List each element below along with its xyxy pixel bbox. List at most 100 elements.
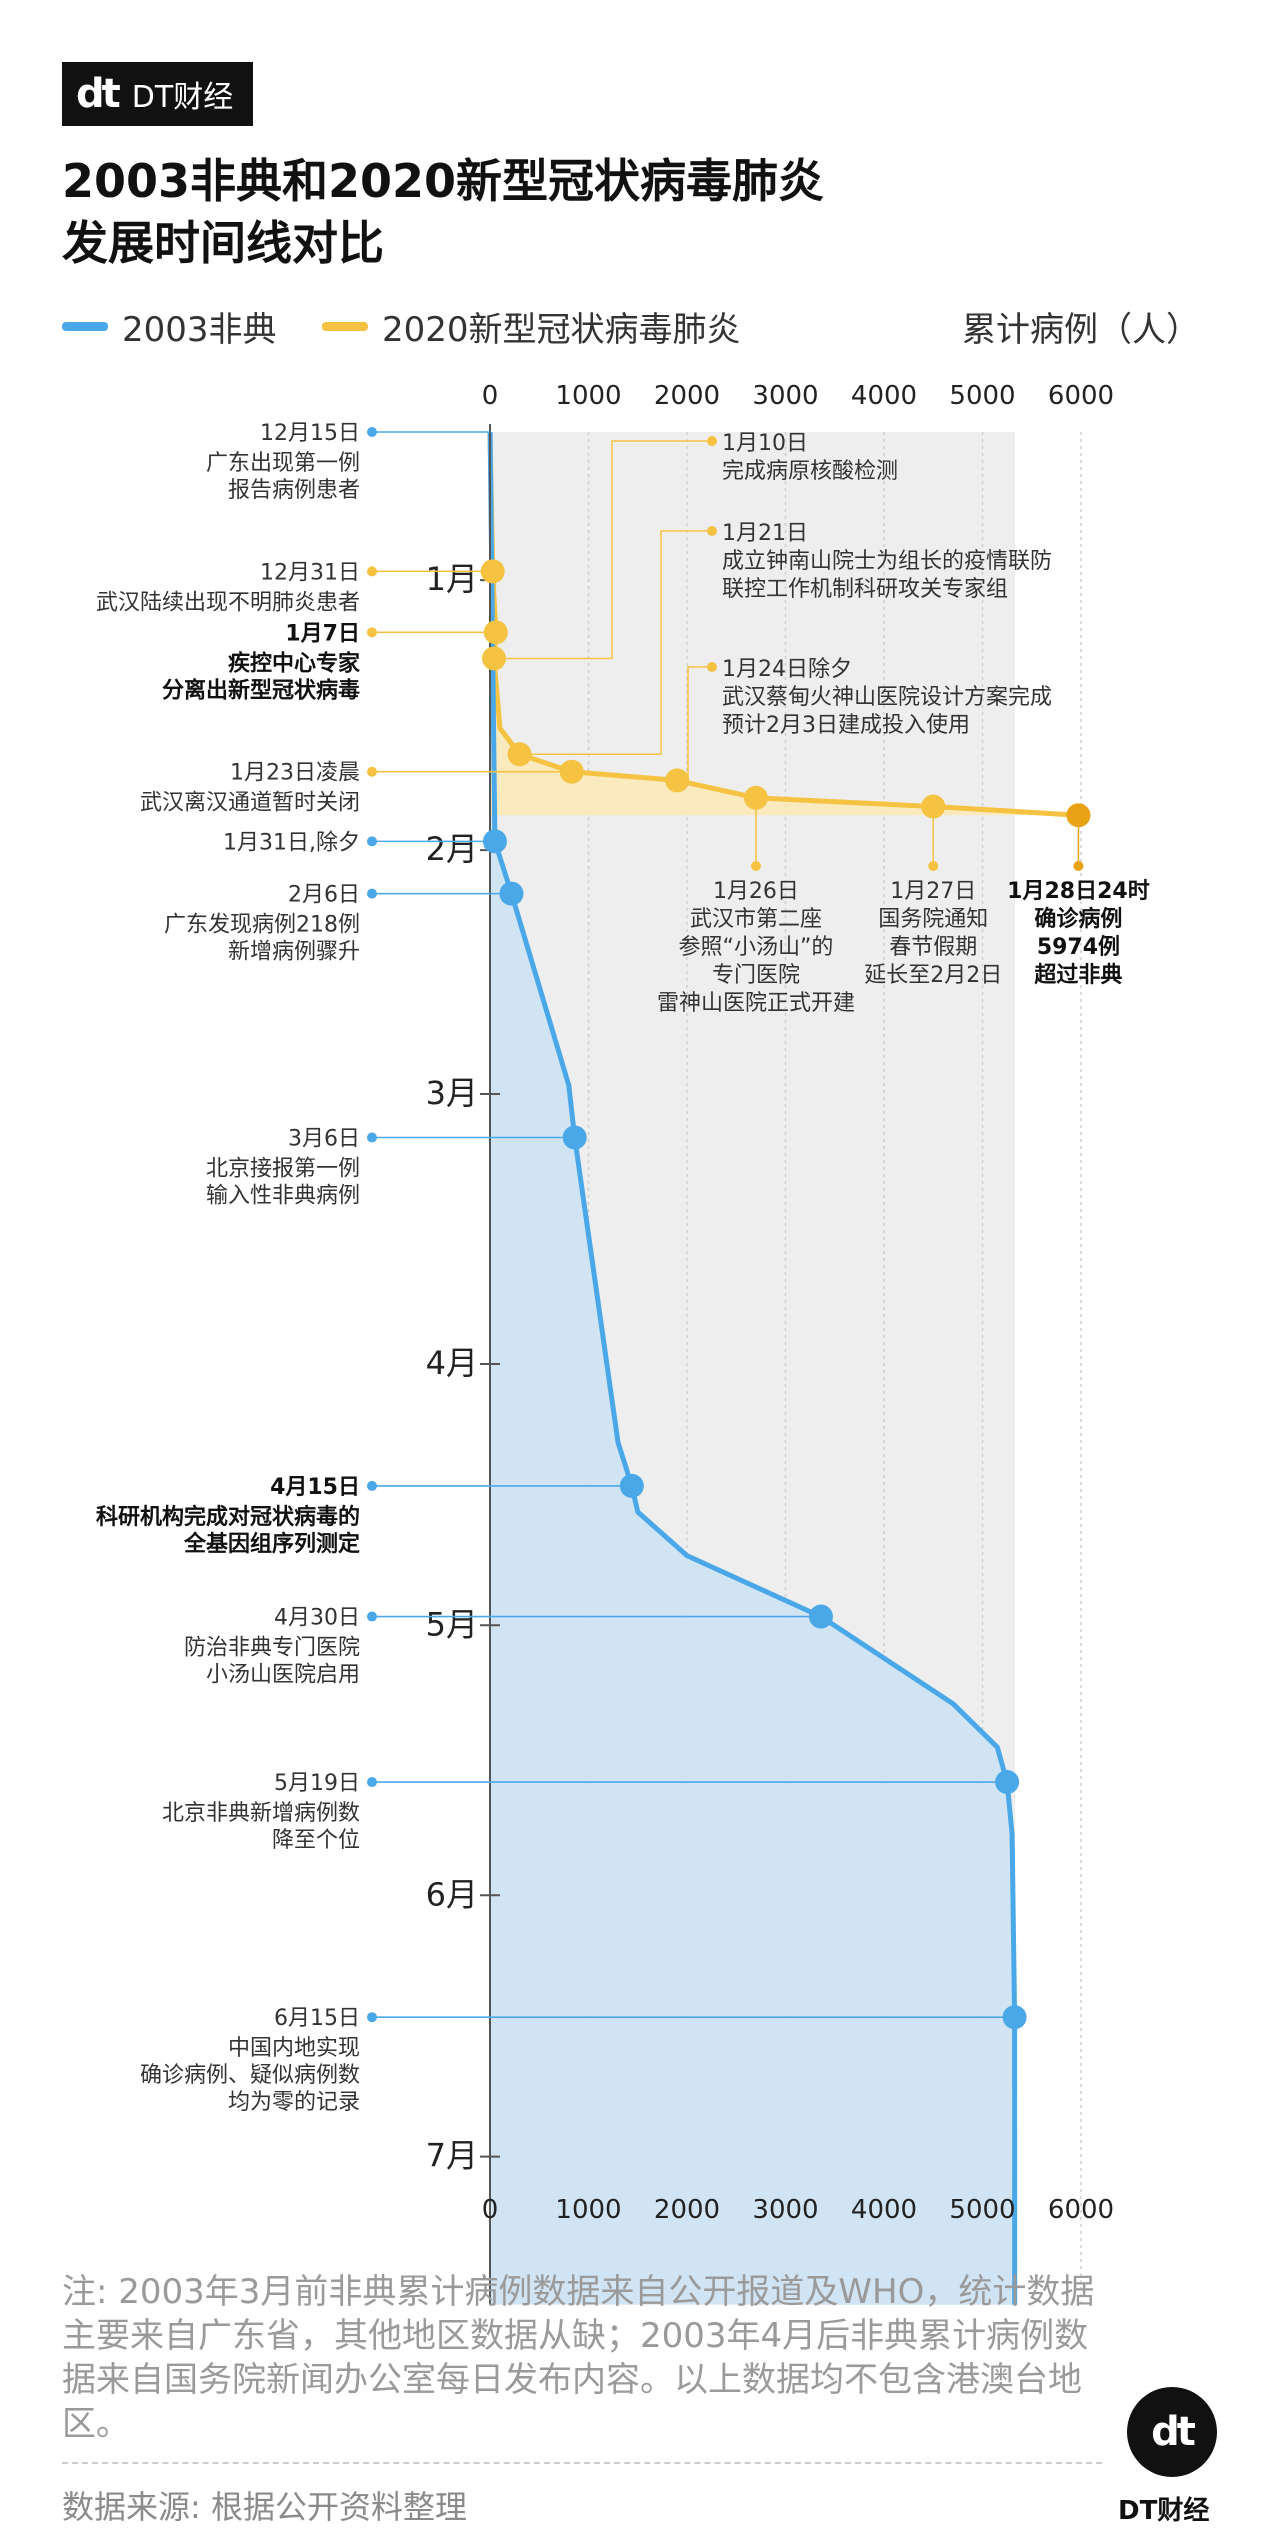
legend-unit-label: 累计病例（人） xyxy=(962,310,1200,350)
ncov-event-point xyxy=(743,785,768,810)
footnote: 注: 2003年3月前非典累计病例数据来自公开报道及WHO，统计数据主要来自广东… xyxy=(62,2272,1095,2444)
annotation-text: 专门医院 xyxy=(712,963,800,988)
annotation-dot xyxy=(928,861,939,871)
event-date: 5月19日 xyxy=(274,1771,360,1796)
event-date: 4月15日 xyxy=(270,1475,360,1500)
event-desc: 北京非典新增病例数 xyxy=(162,1801,360,1826)
legend-swatch-ncov xyxy=(322,322,368,331)
event-desc: 确诊病例、疑似病例数 xyxy=(140,2063,360,2088)
event-desc: 武汉陆续出现不明肺炎患者 xyxy=(96,590,360,615)
ncov-event-point xyxy=(482,646,507,671)
data-source: 数据来源: 根据公开资料整理 xyxy=(62,2488,467,2526)
event-point xyxy=(808,1604,833,1629)
annotation-text: 超过非典 xyxy=(1034,963,1122,988)
annotation-text: 确诊病例 xyxy=(1034,906,1122,932)
event-date: 2月6日 xyxy=(288,883,360,908)
event-point xyxy=(619,1473,644,1498)
event-desc: 疾控中心专家 xyxy=(228,650,361,676)
event-anchor-dot xyxy=(367,766,377,777)
sars-area xyxy=(490,432,1015,2305)
annotation-text: 武汉市第二座 xyxy=(690,907,822,932)
x-tick-label-bottom: 0 xyxy=(482,2195,499,2225)
event-date: 1月7日 xyxy=(285,621,360,646)
chart-title-line2: 发展时间线对比 xyxy=(62,216,384,270)
legend: 2003非典 2020新型冠状病毒肺炎 累计病例（人） xyxy=(62,302,1200,352)
dt-logo: dt xyxy=(76,71,121,117)
event-anchor-dot xyxy=(367,427,377,437)
event-desc: 新增病例骤升 xyxy=(228,940,360,965)
month-label: 7月 xyxy=(426,2137,478,2175)
brand-name: DT财经 xyxy=(131,80,234,115)
event-date: 1月23日凌晨 xyxy=(230,761,360,786)
ncov-event-point xyxy=(507,742,532,767)
event-anchor-dot xyxy=(367,836,377,847)
annotation-text: 1月26日 xyxy=(713,879,799,904)
event-desc: 北京接报第一例 xyxy=(206,1157,360,1182)
x-tick-label-bottom: 4000 xyxy=(851,2195,917,2225)
event-point xyxy=(482,829,507,854)
annotation-dot xyxy=(750,861,761,871)
event-desc: 中国内地实现 xyxy=(228,2036,360,2061)
annotation-leader xyxy=(519,530,712,756)
annotation-leader xyxy=(677,666,712,782)
x-tick-label-bottom: 2000 xyxy=(654,2195,720,2225)
annotation-text: 延长至2月2日 xyxy=(864,963,1002,988)
x-tick-label-top: 3000 xyxy=(752,381,818,411)
annotation-dot xyxy=(707,436,717,446)
event-point xyxy=(480,559,505,584)
legend-item-ncov: 2020新型冠状病毒肺炎 xyxy=(322,302,741,351)
annotation-text: 联控工作机制科研攻关专家组 xyxy=(722,577,1008,602)
x-tick-label-top: 2000 xyxy=(654,381,720,411)
ncov-line xyxy=(487,431,1079,818)
footer-divider xyxy=(62,2462,1102,2464)
annotation-text: 1月28日24时 xyxy=(1007,879,1150,904)
legend-label-sars: 2003非典 xyxy=(122,310,277,350)
ncov-area xyxy=(490,432,1079,816)
annotation-text: 1月27日 xyxy=(890,879,976,904)
event-date: 4月30日 xyxy=(274,1606,360,1631)
x-tick-label-bottom: 6000 xyxy=(1048,2195,1114,2225)
x-tick-label-top: 5000 xyxy=(949,381,1015,411)
x-tick-label-bottom: 1000 xyxy=(555,2195,621,2225)
annotation-text: 参照“小汤山”的 xyxy=(679,935,834,960)
legend-item-sars: 2003非典 xyxy=(62,302,277,351)
event-desc: 科研机构完成对冠状病毒的 xyxy=(96,1504,360,1530)
event-point xyxy=(1002,2005,1027,2030)
footer-logo-icon: dt xyxy=(1127,2387,1217,2477)
annotation-dot xyxy=(707,526,717,536)
month-label: 5月 xyxy=(426,1605,478,1643)
annotation-text: 雷神山医院正式开建 xyxy=(657,991,855,1016)
annotation-text: 国务院通知 xyxy=(878,907,988,932)
footer-brand-name: DT财经 xyxy=(1118,2496,1210,2526)
annotation-text: 1月24日除夕 xyxy=(722,657,852,682)
x-tick-label-top: 1000 xyxy=(555,381,621,411)
annotation-text: 成立钟南山院士为组长的疫情联防 xyxy=(722,549,1052,574)
ncov-event-point xyxy=(665,768,690,793)
event-anchor-dot xyxy=(367,1480,377,1491)
event-desc: 防治非典专门医院 xyxy=(184,1636,360,1661)
annotation-text: 5974例 xyxy=(1037,935,1120,960)
annotation-leader xyxy=(494,440,712,660)
event-point xyxy=(995,1770,1020,1795)
event-anchor-dot xyxy=(367,2012,377,2023)
annotation-text: 1月10日 xyxy=(722,431,808,456)
event-anchor-dot xyxy=(367,1132,377,1143)
event-desc: 小汤山医院启用 xyxy=(206,1663,360,1688)
month-label: 1月 xyxy=(426,560,478,598)
month-label: 4月 xyxy=(426,1344,478,1382)
event-date: 1月31日,除夕 xyxy=(223,830,360,855)
event-anchor-dot xyxy=(367,627,377,638)
annotation-text: 春节假期 xyxy=(889,935,977,960)
x-tick-label-top: 6000 xyxy=(1048,381,1114,411)
event-anchor-dot xyxy=(367,566,377,577)
event-date: 12月31日 xyxy=(260,560,360,585)
event-anchor-dot xyxy=(367,1777,377,1788)
plot-background xyxy=(490,432,1016,2305)
legend-swatch-sars xyxy=(62,322,108,331)
annotation-text: 预计2月3日建成投入使用 xyxy=(722,713,970,738)
event-point xyxy=(483,620,508,645)
ncov-event-point xyxy=(1066,803,1091,828)
month-label: 6月 xyxy=(426,1875,478,1913)
x-tick-label-bottom: 3000 xyxy=(752,2195,818,2225)
